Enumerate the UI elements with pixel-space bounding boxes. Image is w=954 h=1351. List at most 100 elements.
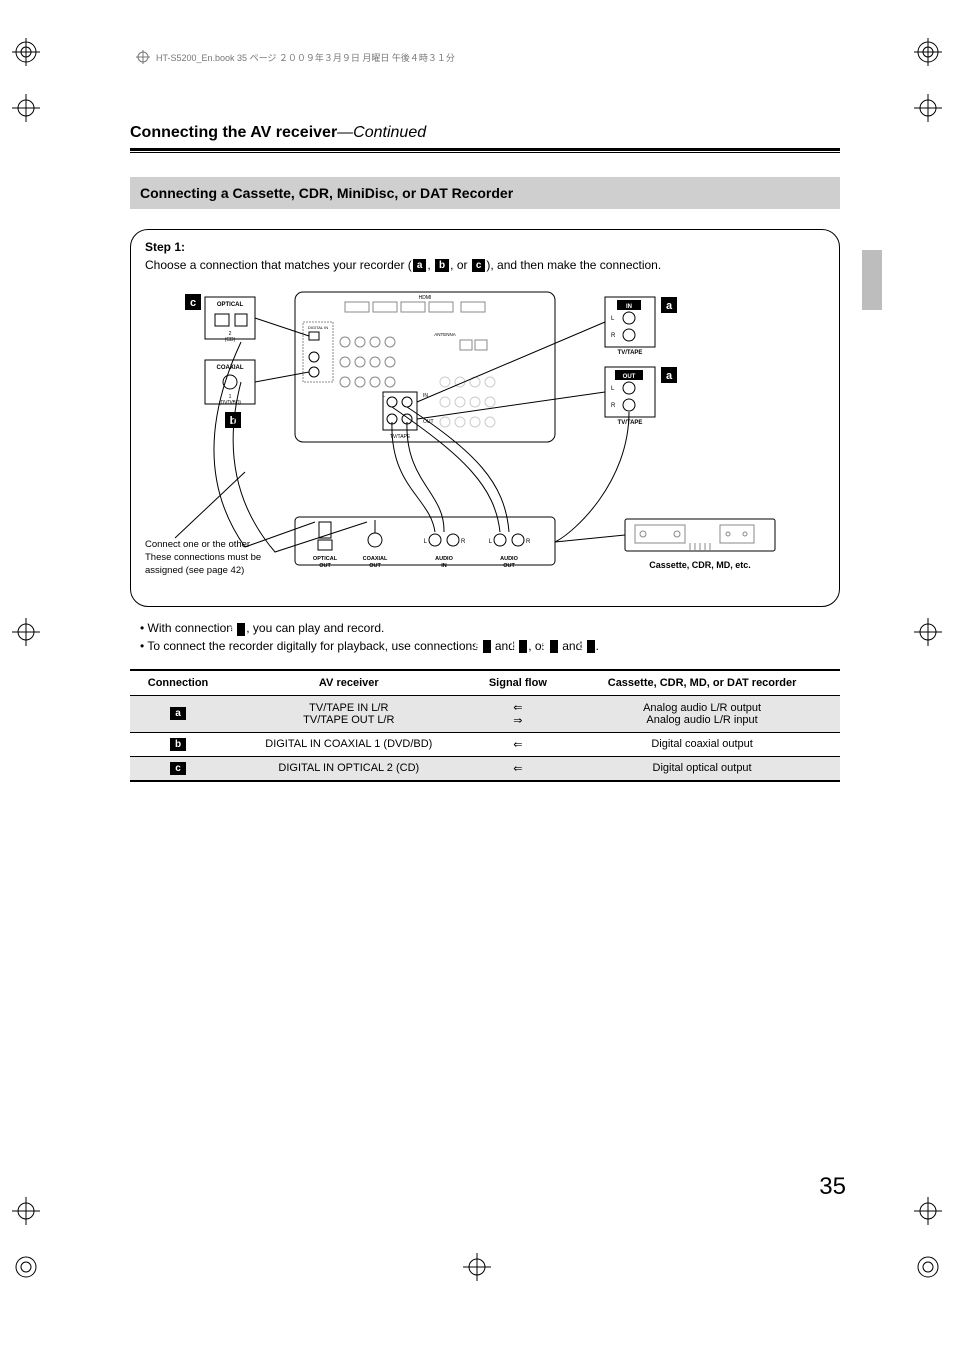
svg-text:TV/TAPE: TV/TAPE: [618, 420, 643, 426]
svg-text:a: a: [666, 370, 673, 382]
badge-a-icon: a: [483, 640, 491, 653]
svg-text:OUT: OUT: [503, 563, 515, 569]
svg-text:R: R: [526, 539, 531, 545]
table-cell-receiver: TV/TAPE IN L/RTV/TAPE OUT L/R: [226, 695, 472, 732]
badge-a-icon: a: [550, 640, 558, 653]
badge-b-icon: b: [170, 738, 186, 751]
table-header-row: Connection AV receiver Signal flow Casse…: [130, 670, 840, 696]
crop-mark-icon: [463, 1253, 491, 1281]
svg-text:R: R: [611, 333, 616, 339]
step-text-prefix: Choose a connection that matches your re…: [145, 258, 412, 272]
footnote-text: To connect the recorder digitally for pl…: [147, 639, 481, 653]
badge-a-icon: a: [413, 259, 427, 272]
svg-text:IN: IN: [441, 563, 447, 569]
crop-mark-icon: [12, 1253, 40, 1281]
badge-a-icon: a: [170, 707, 186, 720]
crop-mark-icon: [12, 1197, 40, 1225]
footnote-2: To connect the recorder digitally for pl…: [130, 639, 840, 653]
section-title-main: Connecting the AV receiver: [130, 124, 337, 141]
table-row: a TV/TAPE IN L/RTV/TAPE OUT L/R⇐⇒Analog a…: [130, 695, 840, 732]
svg-text:OUT: OUT: [369, 563, 381, 569]
badge-b-icon: b: [435, 259, 449, 272]
hdmi-label: HDMI: [419, 295, 432, 301]
badge-c-icon: c: [587, 640, 595, 653]
table-cell-flow: ⇐⇒: [472, 695, 565, 732]
svg-text:b: b: [230, 415, 237, 427]
table-cell-recorder: Digital coaxial output: [564, 732, 840, 756]
svg-text:ANTENNA: ANTENNA: [434, 332, 456, 337]
svg-text:TV/TAPE: TV/TAPE: [618, 350, 643, 356]
badge-c-icon: c: [472, 259, 486, 272]
svg-text:c: c: [190, 297, 196, 309]
step-text-mid: , or: [450, 258, 471, 272]
svg-text:AUDIO: AUDIO: [500, 556, 518, 562]
svg-text:IN: IN: [626, 304, 632, 310]
table-cell-connection: a: [130, 695, 226, 732]
svg-text:L: L: [611, 386, 615, 392]
section-title-continued: —Continued: [337, 124, 426, 141]
badge-c-icon: c: [170, 762, 186, 775]
svg-text:L: L: [489, 539, 493, 545]
book-reference: HT-S5200_En.book 35 ページ ２００９年３月９日 月曜日 午後…: [156, 51, 455, 64]
page-number: 35: [819, 1173, 846, 1201]
table-cell-connection: b: [130, 732, 226, 756]
svg-text:assigned (see page 42): assigned (see page 42): [145, 565, 244, 576]
svg-text:L: L: [424, 539, 428, 545]
svg-text:OPTICAL: OPTICAL: [217, 302, 244, 308]
badge-b-icon: b: [519, 640, 527, 653]
footnote-text: With connection: [148, 621, 237, 635]
crop-mark-icon: [914, 618, 942, 646]
title-rule: [130, 148, 840, 153]
table-cell-connection: c: [130, 756, 226, 781]
svg-text:These connections must be: These connections must be: [145, 552, 261, 563]
svg-text:OUT: OUT: [623, 374, 636, 380]
table-header: Connection: [130, 670, 226, 696]
crop-mark-icon: [914, 1253, 942, 1281]
page-content: HT-S5200_En.book 35 ページ ２００９年３月９日 月曜日 午後…: [130, 50, 840, 782]
crop-mark-icon: [12, 38, 40, 66]
svg-text:L: L: [611, 316, 615, 322]
step-label: Step 1:: [145, 240, 825, 254]
table-row: c DIGITAL IN OPTICAL 2 (CD)⇐Digital optic…: [130, 756, 840, 781]
step-text-suffix: ), and then make the connection.: [486, 258, 661, 272]
connection-table: Connection AV receiver Signal flow Casse…: [130, 669, 840, 782]
side-tab: [862, 250, 882, 310]
step-text: Choose a connection that matches your re…: [145, 258, 825, 272]
svg-text:OUT: OUT: [319, 563, 331, 569]
table-header: Cassette, CDR, MD, or DAT recorder: [564, 670, 840, 696]
svg-text:(CD): (CD): [225, 337, 236, 343]
crop-mark-icon: [914, 1197, 942, 1225]
table-cell-recorder: Digital optical output: [564, 756, 840, 781]
table-cell-flow: ⇐: [472, 756, 565, 781]
footnotes: With connection a, you can play and reco…: [130, 621, 840, 653]
table-cell-receiver: DIGITAL IN OPTICAL 2 (CD): [226, 756, 472, 781]
header-meta: HT-S5200_En.book 35 ページ ２００９年３月９日 月曜日 午後…: [130, 50, 840, 64]
svg-text:a: a: [666, 300, 673, 312]
crop-mark-icon: [914, 38, 942, 66]
step-text-mid: ,: [427, 258, 434, 272]
subsection-header: Connecting a Cassette, CDR, MiniDisc, or…: [130, 177, 840, 209]
footnote-1: With connection a, you can play and reco…: [130, 621, 840, 635]
crop-mark-icon: [12, 94, 40, 122]
table-cell-receiver: DIGITAL IN COAXIAL 1 (DVD/BD): [226, 732, 472, 756]
svg-text:OPTICAL: OPTICAL: [313, 556, 338, 562]
svg-text:COAXIAL: COAXIAL: [363, 556, 388, 562]
svg-text:DIGITAL IN: DIGITAL IN: [308, 325, 328, 330]
connection-diagram: HDMI DIGITAL IN ANTENNA: [145, 282, 825, 592]
svg-text:R: R: [611, 403, 616, 409]
svg-text:L: L: [382, 393, 385, 399]
table-header: Signal flow: [472, 670, 565, 696]
table-header: AV receiver: [226, 670, 472, 696]
footnote-text: .: [596, 639, 599, 653]
svg-text:Connect one or the other: Connect one or the other: [145, 539, 250, 550]
svg-text:R: R: [461, 539, 466, 545]
crop-mark-icon: [914, 94, 942, 122]
badge-a-icon: a: [237, 623, 245, 636]
crop-mark-icon: [12, 618, 40, 646]
step-box: Step 1: Choose a connection that matches…: [130, 229, 840, 607]
table-row: b DIGITAL IN COAXIAL 1 (DVD/BD)⇐Digital c…: [130, 732, 840, 756]
svg-text:Cassette, CDR, MD, etc.: Cassette, CDR, MD, etc.: [649, 560, 751, 570]
table-cell-flow: ⇐: [472, 732, 565, 756]
table-cell-recorder: Analog audio L/R outputAnalog audio L/R …: [564, 695, 840, 732]
svg-text:AUDIO: AUDIO: [435, 556, 453, 562]
